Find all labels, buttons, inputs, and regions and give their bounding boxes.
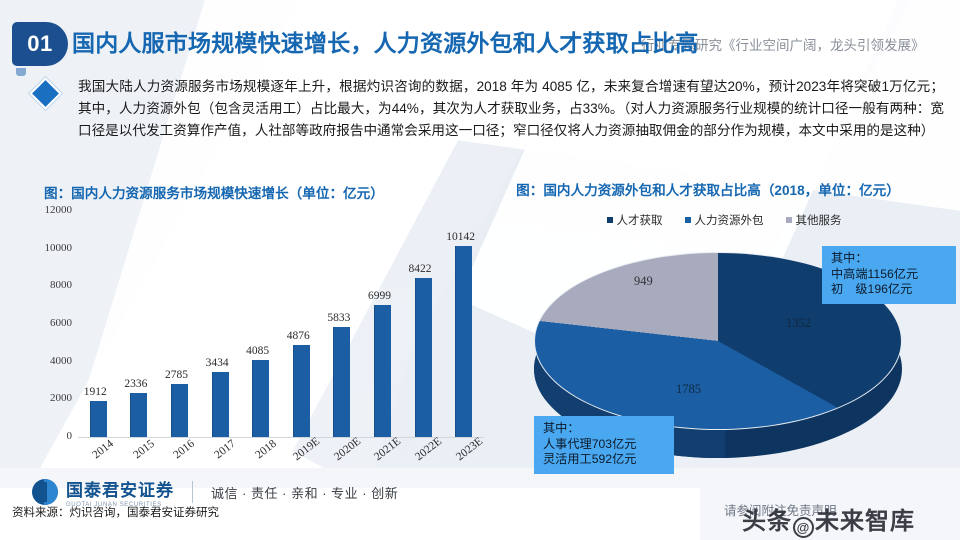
bar-chart-y-axis: 0 2000 4000 6000 8000 10000 12000 [18, 204, 76, 442]
y-axis-tick: 10000 [44, 241, 73, 254]
logo-divider [192, 481, 193, 503]
pie-legend-item: 其他服务 [785, 212, 842, 228]
y-axis-tick: 6000 [50, 317, 72, 329]
summary-block: 我国大陆人力资源服务市场规模逐年上升，根据灼识咨询的数据，2018 年为 408… [32, 76, 944, 142]
bar-chart-title: 图：国内人力资源服务市场规模快速增长（单位：亿元） [44, 186, 384, 201]
bar-value-label: 6999 [367, 289, 391, 302]
background-footer-band-white [0, 488, 700, 540]
pie-legend-item: 人才获取 [606, 212, 663, 228]
bar-chart-baseline [78, 436, 484, 438]
legend-swatch-icon [606, 217, 613, 223]
bar [130, 392, 148, 437]
x-axis-tick: 2023E [453, 435, 485, 464]
x-axis-tick: 2016 [171, 437, 198, 462]
legend-swatch-icon [684, 217, 691, 223]
bar-slot: 3434 [200, 211, 241, 437]
pie-legend-label: 人力资源外包 [694, 215, 764, 227]
y-axis-tick: 4000 [50, 354, 72, 367]
at-sign-icon: @ [793, 517, 814, 538]
slide-header: 01 行业专题研究《行业空间广阔，龙头引领发展》 国内人服市场规模快速增长，人力… [0, 22, 960, 76]
bar-chart: 0 2000 4000 6000 8000 10000 12000 1912 2336 2785… [18, 204, 488, 480]
bar [414, 277, 432, 437]
y-axis-tick: 12000 [44, 204, 73, 216]
bar-value-label: 1912 [83, 385, 107, 398]
guotai-junan-logo-icon [32, 479, 58, 505]
bar-slot: 2785 [159, 211, 200, 437]
bar [252, 359, 270, 437]
bar-slot: 4085 [240, 211, 281, 437]
bar [292, 344, 310, 437]
company-slogan: 诚信 · 责任 · 亲和 · 专业 · 创新 [211, 485, 399, 501]
company-name-cn: 国泰君安证券 [66, 481, 174, 500]
disclaimer-note: 请参阅附注免责声明 [724, 504, 837, 518]
bar-slot: 8422 [403, 211, 444, 437]
x-axis-tick: 2019E [291, 435, 323, 464]
watermark-overlay: 头条 @ 未来智库 [742, 501, 915, 538]
bar-slot: 4876 [281, 211, 322, 437]
pie-legend-label: 人才获取 [616, 215, 663, 227]
bar [170, 384, 188, 437]
x-axis-tick: 2017 [212, 437, 238, 462]
company-name-en: GUOTAI JUNAN SECURITIES [66, 502, 162, 508]
bar-value-label: 2336 [124, 377, 148, 390]
x-axis-tick: 2020E [331, 435, 363, 464]
diamond-bullet-icon [32, 80, 59, 107]
bar [455, 245, 473, 437]
callout-hr-outsourcing: 其中： 人事代理703亿元 灵活用工592亿元 [534, 416, 674, 474]
watermark-left-text: 头条 [742, 508, 792, 535]
bar [373, 304, 391, 437]
pie-chart-legend: 人才获取 人力资源外包 其他服务 [498, 212, 950, 228]
y-axis-tick: 0 [66, 430, 73, 442]
slide-footer: 国泰君安证券 GUOTAI JUNAN SECURITIES 诚信 · 责任 ·… [0, 468, 960, 540]
bar-slot: 6999 [362, 211, 403, 437]
x-axis-tick: 2021E [372, 435, 404, 464]
pie-chart-title: 图：国内人力资源外包和人才获取占比高（2018，单位：亿元） [516, 183, 900, 198]
pie-legend-label: 其他服务 [795, 215, 842, 227]
company-logo: 国泰君安证券 GUOTAI JUNAN SECURITIES 诚信 · 责任 ·… [32, 476, 398, 508]
y-axis-tick: 2000 [50, 392, 72, 405]
report-series-subtitle: 行业专题研究《行业空间广阔，龙头引领发展》 [641, 38, 925, 53]
bar-value-label: 8422 [408, 262, 432, 275]
bar [89, 400, 107, 437]
callout-talent-acquisition: 其中： 中高端1156亿元 初 级196亿元 [822, 246, 956, 304]
bar-slot: 10142 [443, 211, 484, 437]
bar-chart-series: 1912 2336 2785 3434 4085 4876 5833 6999 8422 1014… [78, 211, 484, 437]
x-axis-tick: 2014 [90, 437, 117, 462]
pie-slice-value-other-services: 949 [634, 274, 653, 288]
bar-value-label: 3434 [205, 356, 229, 369]
x-axis-tick: 2015 [131, 437, 157, 462]
pie-slice-value-hr-outsourcing: 1785 [676, 382, 701, 396]
bar-value-label: 4876 [286, 329, 310, 342]
summary-paragraph: 我国大陆人力资源服务市场规模逐年上升，根据灼识咨询的数据，2018 年为 408… [78, 79, 944, 139]
x-axis-tick: 2022E [413, 435, 445, 464]
pie-legend-item: 人力资源外包 [684, 212, 764, 228]
y-axis-tick: 8000 [50, 279, 72, 292]
source-note: 资料来源：灼识咨询，国泰君安证券研究 [12, 507, 219, 519]
bar-slot: 1912 [78, 211, 119, 437]
section-badge-tail-decoration [16, 68, 26, 76]
bar-value-label: 10142 [446, 230, 476, 243]
bar-slot: 5833 [322, 211, 363, 437]
bar-slot: 2336 [119, 211, 160, 437]
page-title: 国内人服市场规模快速增长，人力资源外包和人才获取占比高 [72, 30, 699, 56]
bar-value-label: 4085 [246, 344, 270, 357]
bar-value-label: 2785 [164, 369, 188, 382]
x-axis-tick: 2018 [253, 437, 279, 462]
bar-chart-plot-area: 1912 2336 2785 3434 4085 4876 5833 6999 8422 1014… [78, 210, 484, 438]
bar [333, 326, 351, 437]
section-number-badge: 01 [12, 22, 68, 66]
bar [211, 371, 229, 437]
bar-value-label: 5833 [327, 311, 351, 324]
watermark-right-text: 未来智库 [815, 508, 915, 535]
legend-swatch-icon [785, 217, 792, 223]
pie-slice-value-talent-acquisition: 1352 [786, 316, 811, 330]
